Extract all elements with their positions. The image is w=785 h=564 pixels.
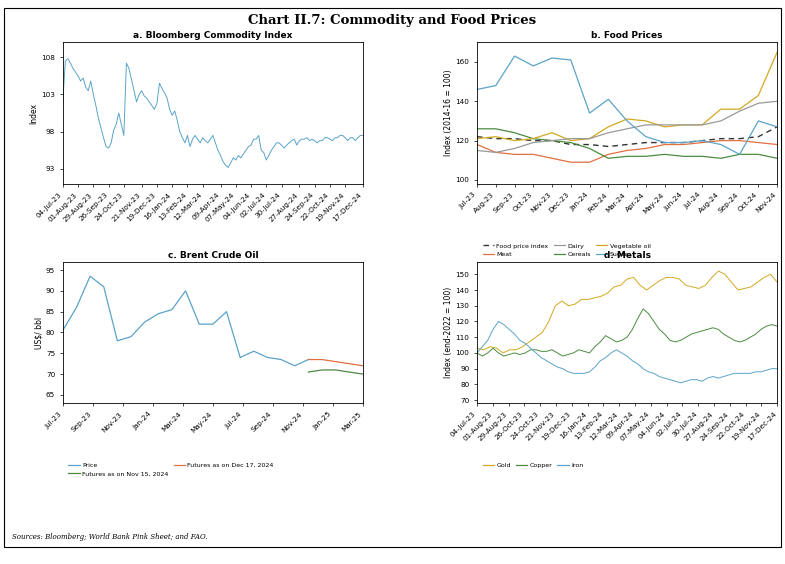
Title: c. Brent Crude Oil: c. Brent Crude Oil bbox=[167, 250, 258, 259]
Y-axis label: Index: Index bbox=[30, 103, 38, 124]
Title: a. Bloomberg Commodity Index: a. Bloomberg Commodity Index bbox=[133, 31, 293, 40]
Y-axis label: US$/ bbl: US$/ bbl bbox=[34, 316, 43, 349]
Y-axis label: Index (end-2022 = 100): Index (end-2022 = 100) bbox=[444, 287, 453, 378]
Legend: Food price index, Meat, Dairy, Cereals, Vegetable oil, Sugar: Food price index, Meat, Dairy, Cereals, … bbox=[480, 241, 653, 259]
Legend: Price, Futures as on Nov 15, 2024, Futures as on Dec 17, 2024: Price, Futures as on Nov 15, 2024, Futur… bbox=[66, 460, 276, 479]
Text: Chart II.7: Commodity and Food Prices: Chart II.7: Commodity and Food Prices bbox=[248, 14, 537, 27]
Text: Sources: Bloomberg; World Bank Pink Sheet; and FAO.: Sources: Bloomberg; World Bank Pink Shee… bbox=[12, 534, 207, 541]
Legend: Gold, Copper, Iron: Gold, Copper, Iron bbox=[480, 460, 586, 470]
Title: b. Food Prices: b. Food Prices bbox=[591, 31, 663, 40]
Y-axis label: Index (2014-16 = 100): Index (2014-16 = 100) bbox=[444, 70, 453, 156]
Title: d. Metals: d. Metals bbox=[604, 250, 651, 259]
